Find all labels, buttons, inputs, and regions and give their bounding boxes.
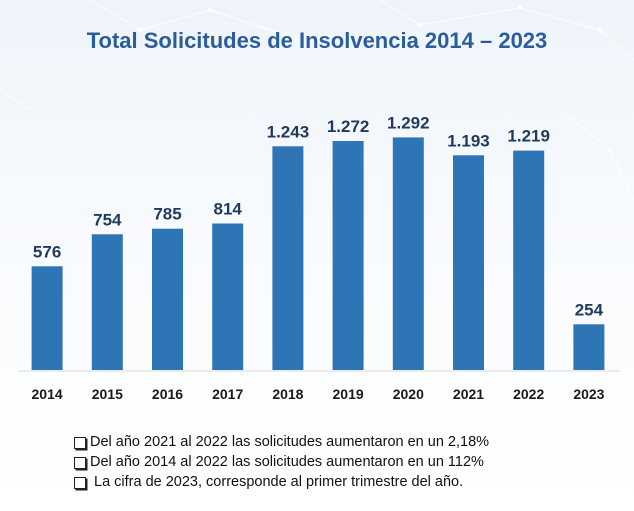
x-tick-label-2014: 2014 <box>32 386 63 402</box>
x-tick-label-2015: 2015 <box>92 386 123 402</box>
note-item: La cifra de 2023, corresponde al primer … <box>74 472 614 492</box>
note-item: Del año 2021 al 2022 las solicitudes aum… <box>74 432 614 452</box>
notes-list: Del año 2021 al 2022 las solicitudes aum… <box>74 432 614 492</box>
bar-2022 <box>513 150 545 370</box>
checkbox-icon <box>74 456 86 469</box>
x-tick-label-2017: 2017 <box>212 386 243 402</box>
x-tick-label-2018: 2018 <box>272 386 303 402</box>
x-tick-label-2016: 2016 <box>152 386 183 402</box>
x-tick-label-2023: 2023 <box>573 386 604 402</box>
bar-chart: 576 754 785 814 1.243 1.272 1.292 1.193 1.219 254… <box>18 113 620 402</box>
note-item: Del año 2014 al 2022 las solicitudes aum… <box>74 452 614 472</box>
value-labels-group: 576 754 785 814 1.243 1.272 1.292 1.193 1.219 254 <box>33 113 604 319</box>
value-label-2020: 1.292 <box>387 113 430 132</box>
note-text: La cifra de 2023, corresponde al primer … <box>94 474 464 490</box>
value-label-2021: 1.193 <box>447 131 490 150</box>
value-label-2019: 1.272 <box>327 117 370 136</box>
bars-group <box>31 137 605 370</box>
value-label-2022: 1.219 <box>507 127 550 146</box>
bar-2021 <box>453 155 484 370</box>
bar-2016 <box>152 228 183 370</box>
bar-2018 <box>272 146 304 370</box>
bar-2023 <box>573 324 605 370</box>
checkbox-icon <box>74 436 86 449</box>
note-text: Del año 2014 al 2022 las solicitudes aum… <box>90 454 484 470</box>
chart-title: Total Solicitudes de Insolvencia 2014 – … <box>86 28 548 53</box>
tick-labels-group: 2014 2015 2016 2017 2018 2019 2020 2021 2022 2023 <box>32 386 605 402</box>
bar-2020 <box>392 137 424 370</box>
bar-2015 <box>91 234 123 370</box>
bar-2017 <box>212 223 244 370</box>
value-label-2017: 814 <box>214 200 243 219</box>
bar-2014 <box>31 266 63 370</box>
x-tick-label-2021: 2021 <box>453 386 484 402</box>
x-tick-label-2019: 2019 <box>333 386 364 402</box>
bar-2019 <box>332 141 364 370</box>
value-label-2018: 1.243 <box>267 122 310 141</box>
x-tick-label-2022: 2022 <box>513 386 544 402</box>
checkbox-icon <box>74 476 86 489</box>
value-label-2015: 754 <box>93 210 122 229</box>
value-label-2014: 576 <box>33 242 61 261</box>
note-text: Del año 2021 al 2022 las solicitudes aum… <box>90 434 490 450</box>
value-label-2023: 254 <box>575 300 604 319</box>
value-label-2016: 785 <box>153 205 181 224</box>
x-tick-label-2020: 2020 <box>393 386 424 402</box>
